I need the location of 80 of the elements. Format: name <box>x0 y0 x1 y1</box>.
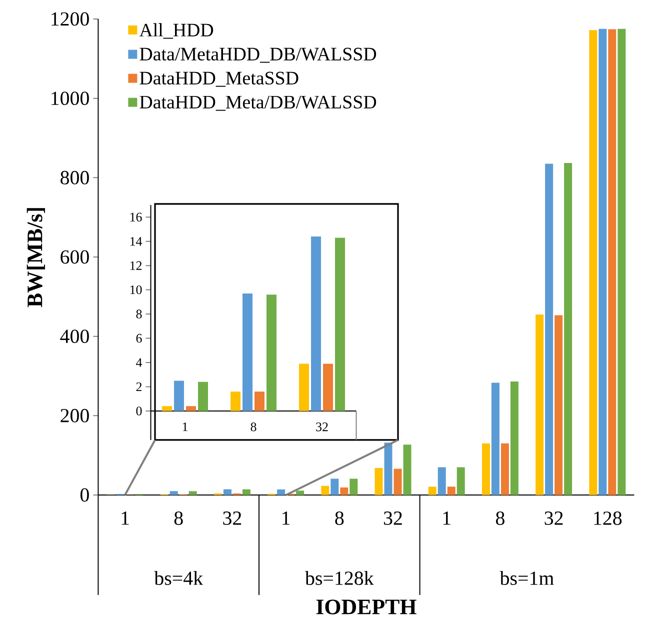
bar <box>170 491 178 495</box>
bar <box>403 444 412 495</box>
bar <box>335 238 346 411</box>
bar <box>330 478 339 495</box>
y-tick-label: 600 <box>60 250 89 264</box>
x-axis-title: IODEPTH <box>316 600 416 614</box>
x-tick-label: 32 <box>384 512 402 525</box>
bar <box>618 28 626 495</box>
x-tick-label: 1 <box>443 512 450 525</box>
bar <box>254 392 265 411</box>
bar <box>500 443 509 495</box>
bar <box>589 30 598 495</box>
x-tick-label: 8 <box>335 512 344 525</box>
bar <box>510 382 518 495</box>
bar <box>223 489 232 495</box>
bar <box>311 236 322 411</box>
bar <box>340 487 348 495</box>
x-tick-label: 1 <box>122 512 129 525</box>
text: bs=128k <box>305 570 374 585</box>
bar <box>394 468 402 495</box>
text: bs=1m <box>500 570 554 585</box>
y-tick-label: 8 <box>136 310 142 318</box>
text: bs=4k <box>154 570 204 585</box>
bar <box>188 491 197 495</box>
x-tick-label: 8 <box>496 512 504 525</box>
y-tick-label: 4 <box>136 358 142 367</box>
bar <box>608 29 616 495</box>
bar <box>456 467 465 495</box>
bar <box>482 443 490 495</box>
x-tick-label: 8 <box>250 422 256 432</box>
bar <box>277 489 286 495</box>
bar <box>564 162 572 495</box>
y-tick-label: 200 <box>60 408 89 422</box>
legend-label: All_HDD <box>139 23 214 39</box>
bar <box>536 314 544 495</box>
bar <box>266 294 277 411</box>
legend-label: DataHDD_Meta/DB/WALSSD <box>140 96 376 111</box>
bar <box>491 382 500 495</box>
y-tick-label: 400 <box>60 330 89 344</box>
bar <box>230 392 241 411</box>
bar <box>350 478 358 495</box>
bar <box>438 467 446 495</box>
bar <box>545 164 554 495</box>
y-tick-label: 0 <box>136 406 142 416</box>
bar <box>186 406 196 411</box>
bar <box>447 486 456 495</box>
y-tick-label: 0 <box>80 488 89 502</box>
bar <box>296 490 304 495</box>
bar <box>554 315 563 495</box>
bar <box>242 293 253 411</box>
y-tick-label: 14 <box>130 237 142 246</box>
bar <box>598 28 607 495</box>
y-tick-label: 2 <box>136 382 142 392</box>
bar <box>174 380 184 411</box>
y-tick-label: 1000 <box>52 92 89 106</box>
x-tick-label: 32 <box>544 512 563 525</box>
y-tick-label: 6 <box>136 334 142 343</box>
x-tick-label: 128 <box>594 512 622 525</box>
y-tick-label: 800 <box>60 170 89 184</box>
bar <box>321 486 330 495</box>
bar <box>242 489 250 495</box>
bar <box>323 364 334 411</box>
x-tick-label: 1 <box>182 422 188 432</box>
bar <box>162 406 172 411</box>
y-tick-label: 12 <box>130 261 142 270</box>
y-tick-label: 1200 <box>52 12 89 26</box>
x-tick-label: 1 <box>282 512 290 525</box>
bar <box>198 382 208 411</box>
x-tick-label: 32 <box>223 512 242 525</box>
bar <box>374 468 383 495</box>
x-tick-label: 8 <box>174 512 183 525</box>
bar <box>384 442 392 495</box>
legend-label: DataHDD_MetaSSD <box>140 72 298 87</box>
y-tick-label: 10 <box>130 285 142 294</box>
legend-label: Data/MetaHDD_DB/WALSSD <box>140 48 376 63</box>
x-tick-label: 32 <box>316 422 328 432</box>
y-axis-title: BW[MB/s] <box>26 208 45 308</box>
y-tick-label: 16 <box>130 212 142 222</box>
bar <box>428 486 436 495</box>
bar <box>299 364 310 411</box>
